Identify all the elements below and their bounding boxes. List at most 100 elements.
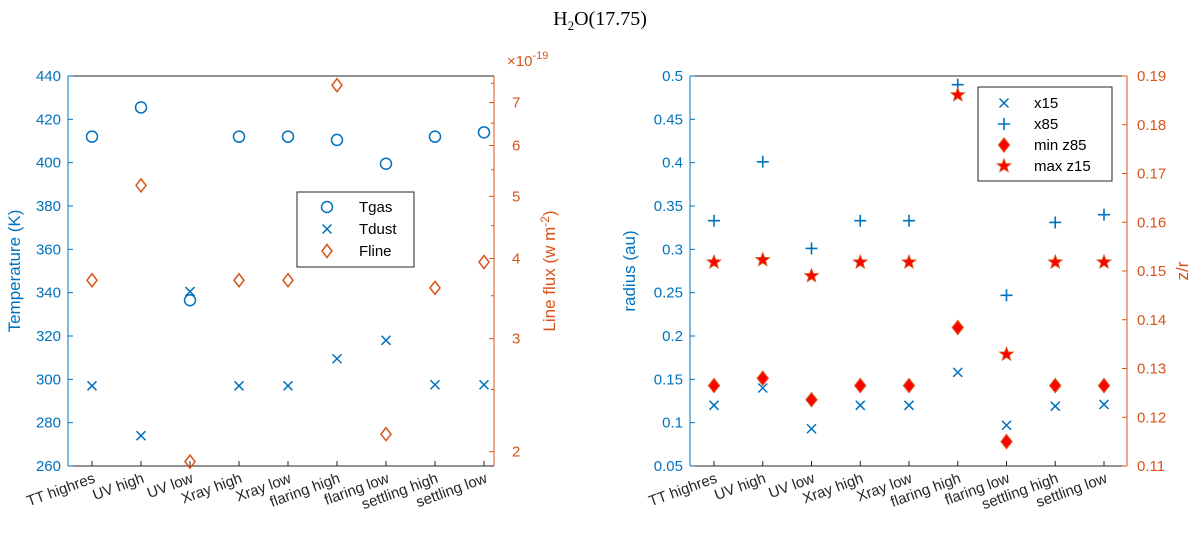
tgas-point bbox=[232, 130, 246, 143]
left-ytick-label: 300 bbox=[36, 371, 61, 388]
tgas-point bbox=[134, 101, 148, 114]
max-z15-point bbox=[754, 251, 771, 267]
legend-fline-label: Fline bbox=[359, 243, 392, 260]
tdust-point bbox=[135, 430, 147, 441]
tdust-point bbox=[233, 380, 245, 391]
left-ytick-label: 400 bbox=[36, 155, 61, 172]
legend-tgas-label: Tgas bbox=[359, 199, 392, 216]
right-ytick-label: 0.16 bbox=[1137, 214, 1166, 231]
x85-point bbox=[756, 155, 769, 168]
legend-min-z85-label: min z85 bbox=[1034, 137, 1087, 154]
left-ytick-label: 260 bbox=[36, 458, 61, 475]
fline-point bbox=[380, 426, 392, 442]
fline-point bbox=[478, 254, 490, 270]
x15-point bbox=[952, 367, 963, 378]
legend-fline-marker bbox=[321, 243, 333, 259]
figure-title: H2O(17.75) bbox=[553, 8, 647, 33]
left-ytick-label: 0.2 bbox=[662, 328, 683, 345]
legend-max-z15-label: max z15 bbox=[1034, 158, 1091, 175]
legend-x85-label: x85 bbox=[1034, 116, 1058, 133]
left-ytick-label: 0.25 bbox=[654, 285, 683, 302]
right-xtick-label: UV high bbox=[712, 470, 768, 504]
legend-tdust-marker bbox=[321, 223, 333, 235]
x85-point bbox=[854, 214, 867, 227]
right-ytick-label: 0.15 bbox=[1137, 263, 1166, 280]
tgas-point bbox=[428, 130, 442, 143]
fline-point bbox=[331, 77, 343, 93]
x85-point bbox=[1049, 216, 1062, 229]
tdust-point bbox=[331, 353, 343, 364]
left-y-axis-label: radius (au) bbox=[620, 230, 639, 311]
right-ytick-label: 6 bbox=[512, 138, 520, 155]
left-ytick-label: 440 bbox=[36, 68, 61, 85]
left-ytick-label: 340 bbox=[36, 285, 61, 302]
tgas-point bbox=[183, 294, 197, 307]
min-z85-point bbox=[1000, 433, 1013, 450]
right-ytick-label: 4 bbox=[512, 251, 520, 268]
tdust-point bbox=[429, 379, 441, 390]
left-ytick-label: 360 bbox=[36, 241, 61, 258]
legend-x15-marker bbox=[998, 97, 1010, 109]
right-chart: 0.05 0.1 0.15 0.2 0.25 0.3 0.35 0.4 0.45 0.5 0.11 0… bbox=[620, 68, 1192, 513]
tdust-point bbox=[184, 286, 196, 297]
right-ytick-label: 0.17 bbox=[1137, 166, 1166, 183]
min-z85-point bbox=[1048, 377, 1062, 394]
right-ytick-label: 0.14 bbox=[1137, 312, 1166, 329]
right-xtick-label: TT highres bbox=[646, 470, 719, 510]
tgas-point bbox=[330, 133, 344, 147]
min-z85-point bbox=[805, 391, 818, 408]
x15-point bbox=[708, 400, 720, 411]
left-ytick-label: 0.4 bbox=[662, 155, 683, 172]
fline-point bbox=[135, 177, 147, 194]
fline-point bbox=[86, 272, 98, 288]
fline-point bbox=[429, 280, 441, 296]
left-y-axis-label: Temperature (K) bbox=[5, 210, 24, 333]
min-z85-point bbox=[853, 377, 867, 394]
max-z15-point bbox=[852, 253, 869, 270]
min-z85-point bbox=[902, 377, 916, 394]
right-ytick-label: 0.19 bbox=[1137, 68, 1166, 85]
min-z85-point bbox=[707, 377, 721, 394]
right-ytick-label: 0.11 bbox=[1137, 458, 1165, 475]
tdust-point bbox=[86, 380, 98, 391]
left-ytick-label: 380 bbox=[36, 198, 61, 215]
left-ytick-label: 0.3 bbox=[662, 241, 683, 258]
right-y-axis-label: z/r bbox=[1173, 261, 1192, 280]
max-z15-point bbox=[706, 253, 722, 270]
left-ytick-label: 0.1 bbox=[662, 415, 683, 432]
legend-tdust-label: Tdust bbox=[359, 221, 397, 238]
right-ytick-label: 0.13 bbox=[1137, 361, 1166, 378]
right-y-axis-label: Line flux (w m-2) bbox=[538, 210, 559, 331]
right-ytick-label: 0.18 bbox=[1137, 117, 1166, 134]
tdust-point bbox=[478, 379, 490, 390]
left-ytick-label: 420 bbox=[36, 111, 61, 128]
legend-min-z85-marker bbox=[997, 137, 1011, 153]
legend-x85-marker bbox=[998, 118, 1010, 130]
max-z15-point bbox=[949, 86, 966, 102]
right-ytick-label: 7 bbox=[512, 95, 520, 112]
left-xtick-label: TT highres bbox=[24, 470, 97, 510]
x15-point bbox=[1001, 420, 1012, 431]
max-z15-point bbox=[998, 345, 1015, 362]
x85-point bbox=[805, 242, 818, 255]
x85-point bbox=[708, 214, 720, 227]
fline-point bbox=[233, 272, 245, 288]
left-ytick-label: 280 bbox=[36, 415, 61, 432]
right-ytick-label: 5 bbox=[512, 188, 520, 205]
x15-point bbox=[1050, 401, 1061, 412]
tgas-point bbox=[477, 126, 491, 139]
x85-point bbox=[1000, 289, 1013, 302]
tgas-point bbox=[281, 130, 295, 143]
fline-point bbox=[282, 272, 294, 288]
fline-point bbox=[184, 453, 196, 470]
left-ytick-label: 320 bbox=[36, 328, 61, 345]
max-z15-point bbox=[901, 253, 917, 270]
tdust-point bbox=[282, 380, 294, 391]
max-z15-point bbox=[803, 267, 820, 283]
max-z15-point bbox=[1096, 253, 1112, 270]
min-z85-point bbox=[1097, 377, 1111, 394]
x15-point bbox=[855, 400, 866, 411]
tgas-point bbox=[379, 157, 393, 170]
x15-point bbox=[1098, 399, 1110, 410]
